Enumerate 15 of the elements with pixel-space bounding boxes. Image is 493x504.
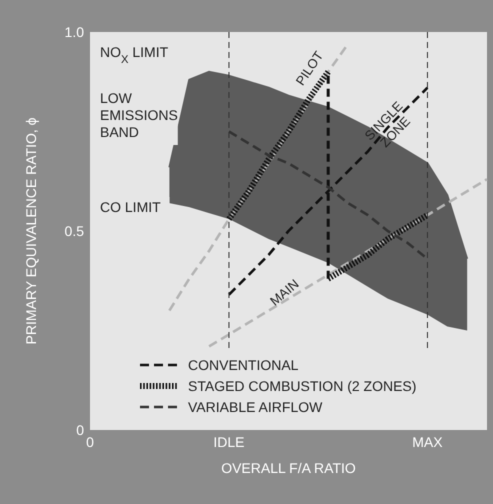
annotation: LOW EMISSIONS BAND bbox=[100, 90, 178, 140]
legend-label: VARIABLE AIRFLOW bbox=[188, 399, 324, 415]
y-tick-label: 1.0 bbox=[64, 24, 84, 40]
x-tick-label: 0 bbox=[86, 434, 94, 450]
annotation: CO LIMIT bbox=[100, 199, 162, 215]
legend-label: CONVENTIONAL bbox=[188, 357, 299, 373]
x-axis-title: OVERALL F/A RATIO bbox=[221, 460, 356, 476]
y-axis-title: PRIMARY EQUIVALENCE RATIO, ϕ bbox=[23, 117, 39, 344]
x-tick-label: MAX bbox=[412, 434, 444, 450]
annotation: NO$_{X}$ LIMIT bbox=[100, 44, 169, 66]
line-series bbox=[208, 178, 488, 348]
y-tick-label: 0.5 bbox=[64, 223, 84, 239]
x-tick-label: IDLE bbox=[213, 434, 245, 450]
legend-label: STAGED COMBUSTION (2 ZONES) bbox=[188, 378, 416, 394]
y-tick-label: 0 bbox=[76, 422, 84, 438]
